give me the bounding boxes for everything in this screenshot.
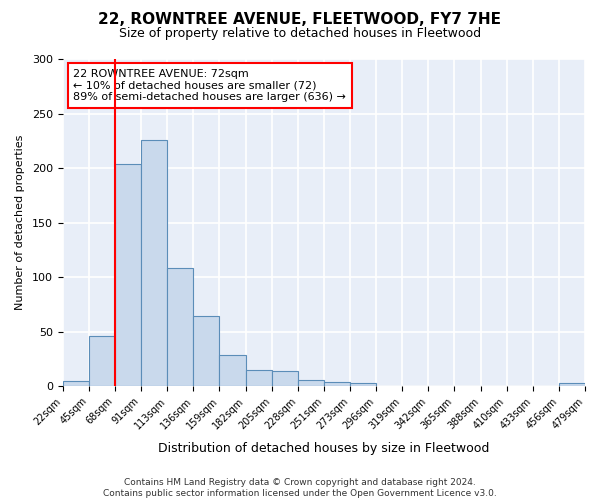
Text: 22 ROWNTREE AVENUE: 72sqm
← 10% of detached houses are smaller (72)
89% of semi-: 22 ROWNTREE AVENUE: 72sqm ← 10% of detac… (73, 69, 346, 102)
Bar (220, 354, 245, 386)
Text: Contains HM Land Registry data © Crown copyright and database right 2024.
Contai: Contains HM Land Registry data © Crown c… (103, 478, 497, 498)
Bar (193, 316, 220, 386)
Bar (559, 383, 585, 386)
Bar (167, 268, 193, 386)
Bar (350, 383, 376, 386)
Bar (298, 380, 324, 386)
Bar (245, 370, 272, 386)
Bar (63, 381, 89, 386)
Bar (324, 382, 350, 386)
Bar (89, 336, 115, 386)
Bar (272, 371, 298, 386)
Bar (115, 164, 141, 386)
X-axis label: Distribution of detached houses by size in Fleetwood: Distribution of detached houses by size … (158, 442, 490, 455)
Text: Size of property relative to detached houses in Fleetwood: Size of property relative to detached ho… (119, 28, 481, 40)
Text: 22, ROWNTREE AVENUE, FLEETWOOD, FY7 7HE: 22, ROWNTREE AVENUE, FLEETWOOD, FY7 7HE (98, 12, 502, 28)
Y-axis label: Number of detached properties: Number of detached properties (15, 135, 25, 310)
Bar (141, 140, 167, 386)
